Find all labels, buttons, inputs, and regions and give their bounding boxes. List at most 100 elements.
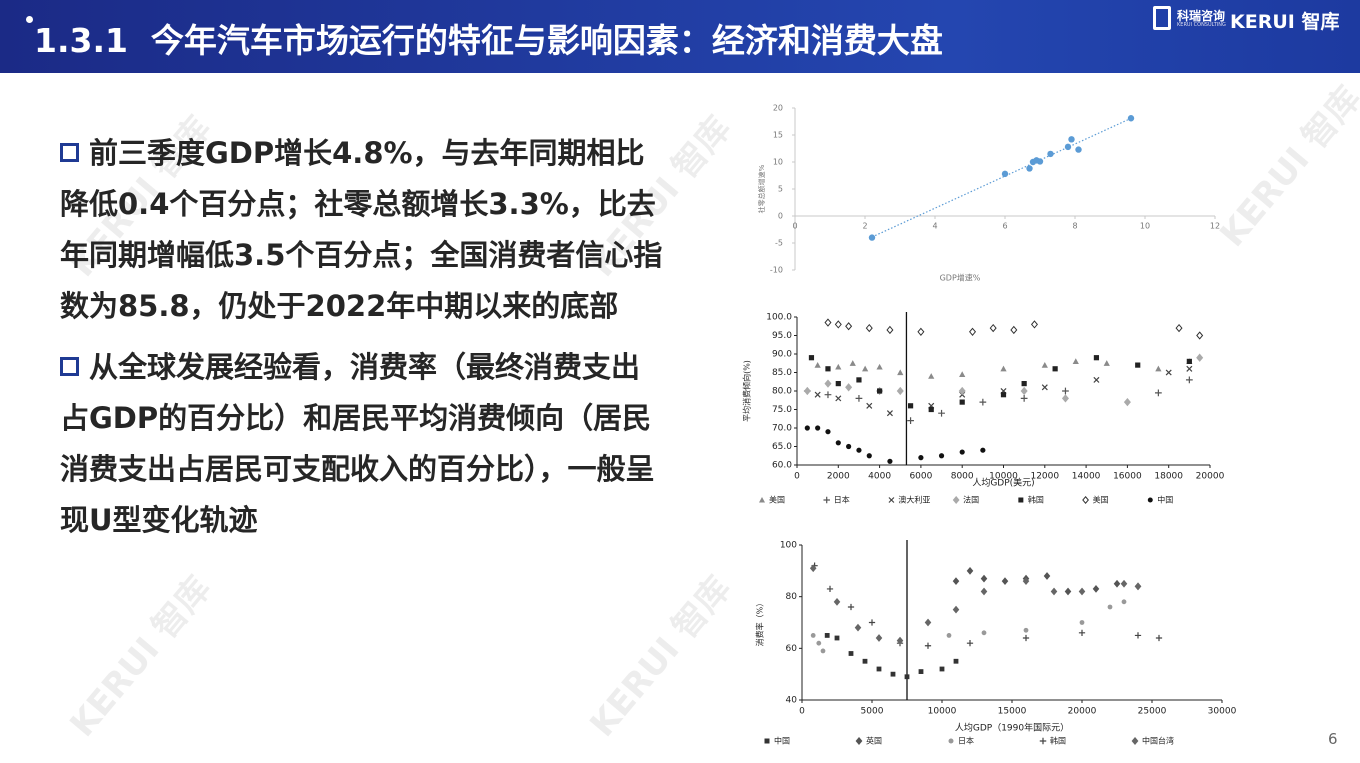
page-number: 6 bbox=[1328, 730, 1338, 748]
point bbox=[1010, 325, 1018, 335]
point bbox=[824, 391, 832, 399]
x-tick-label: 4000 bbox=[868, 472, 891, 482]
x-tick-label: 12 bbox=[1210, 222, 1220, 231]
legend-marker bbox=[1131, 736, 1139, 746]
y-axis-title: 平均消费倾向(%) bbox=[742, 360, 752, 422]
point bbox=[845, 322, 853, 331]
point bbox=[1107, 604, 1113, 610]
legend-label: 澳大利亚 bbox=[898, 495, 930, 505]
point bbox=[1030, 320, 1038, 329]
y-tick-label: -5 bbox=[775, 239, 783, 248]
point bbox=[862, 658, 868, 664]
point bbox=[1064, 587, 1072, 596]
logo-mark bbox=[1153, 6, 1171, 30]
logo-cn: 科瑞咨询 bbox=[1177, 9, 1226, 23]
x-axis-title: 人均GDP(美元) bbox=[972, 477, 1034, 489]
point bbox=[1134, 632, 1142, 639]
x-tick-label: 25000 bbox=[1138, 707, 1167, 717]
brand: KERUI 智库 bbox=[1230, 11, 1340, 33]
point bbox=[1023, 627, 1029, 633]
legend-label: 韩国 bbox=[1050, 736, 1066, 746]
point bbox=[1020, 395, 1028, 402]
x-tick-label: 0 bbox=[799, 707, 805, 717]
point bbox=[1000, 392, 1007, 398]
x-axis-title: GDP增速% bbox=[940, 273, 981, 283]
point bbox=[1022, 577, 1030, 586]
y-tick-label: 60.0 bbox=[772, 461, 792, 471]
x-tick-label: 14000 bbox=[1072, 472, 1101, 482]
point bbox=[1041, 361, 1048, 368]
bullet-box bbox=[60, 357, 79, 376]
point bbox=[877, 388, 883, 394]
point bbox=[1079, 620, 1085, 625]
legend-label: 中国 bbox=[774, 736, 790, 746]
point bbox=[1155, 634, 1163, 642]
point bbox=[1196, 353, 1204, 362]
point bbox=[825, 429, 831, 435]
point bbox=[1093, 355, 1100, 361]
x-tick-label: 12000 bbox=[1030, 472, 1059, 482]
point bbox=[1120, 579, 1128, 588]
legend-label: 日本 bbox=[958, 736, 974, 746]
point bbox=[1186, 358, 1192, 364]
point bbox=[1001, 577, 1009, 586]
point bbox=[904, 674, 910, 680]
y-tick-label: 75.0 bbox=[772, 405, 792, 415]
point bbox=[866, 402, 873, 409]
point bbox=[924, 618, 932, 627]
point bbox=[1047, 150, 1054, 158]
point bbox=[808, 355, 815, 361]
point bbox=[835, 381, 841, 387]
y-tick-label: 100.0 bbox=[766, 313, 792, 323]
point bbox=[1021, 381, 1027, 387]
point bbox=[835, 440, 841, 446]
point bbox=[896, 386, 904, 396]
x-tick-label: 20000 bbox=[1196, 472, 1225, 482]
bullet-box bbox=[60, 143, 79, 162]
point bbox=[876, 363, 883, 370]
y-tick-label: 10 bbox=[773, 158, 783, 167]
point bbox=[939, 666, 945, 672]
legend-marker bbox=[855, 736, 863, 746]
x-tick-label: 10 bbox=[1140, 222, 1150, 231]
point bbox=[938, 409, 945, 417]
point bbox=[886, 410, 893, 417]
title-dot bbox=[26, 16, 33, 23]
point bbox=[1000, 365, 1007, 372]
x-tick-label: 16000 bbox=[1113, 472, 1142, 482]
point bbox=[814, 391, 821, 398]
point bbox=[1022, 634, 1030, 642]
point bbox=[966, 566, 974, 575]
bullet: 从全球发展经验看，消费率（最终消费支出占GDP的百分比）和居民平均消费倾向（居民… bbox=[60, 342, 665, 546]
x-tick-label: 10000 bbox=[928, 707, 957, 717]
y-tick-label: 80.0 bbox=[772, 387, 792, 397]
point bbox=[1033, 157, 1040, 164]
legend-label: 日本 bbox=[834, 495, 850, 505]
point bbox=[868, 234, 876, 241]
point bbox=[1078, 629, 1086, 636]
x-tick-label: 18000 bbox=[1154, 472, 1183, 482]
point bbox=[887, 458, 893, 464]
point bbox=[810, 633, 816, 638]
y-tick-label: 85.0 bbox=[772, 368, 792, 378]
bullet-text: 从全球发展经验看，消费率（最终消费支出占GDP的百分比）和居民平均消费倾向（居民… bbox=[60, 350, 655, 537]
point bbox=[907, 417, 914, 424]
point bbox=[924, 642, 932, 649]
y-tick-label: 0 bbox=[778, 212, 783, 221]
point bbox=[1064, 143, 1072, 151]
point bbox=[1092, 585, 1100, 593]
point bbox=[835, 363, 842, 370]
legend-marker bbox=[1039, 737, 1047, 745]
point bbox=[959, 371, 966, 377]
y-axis-title: 消费率（%） bbox=[755, 599, 765, 647]
point bbox=[1075, 146, 1082, 153]
legend-marker bbox=[1147, 497, 1153, 503]
point bbox=[1113, 579, 1121, 588]
legend-marker bbox=[948, 738, 954, 744]
y-tick-label: 80 bbox=[786, 592, 798, 602]
point bbox=[1135, 362, 1141, 368]
x-tick-label: 15000 bbox=[998, 707, 1027, 717]
x-tick-label: 2000 bbox=[827, 472, 850, 482]
